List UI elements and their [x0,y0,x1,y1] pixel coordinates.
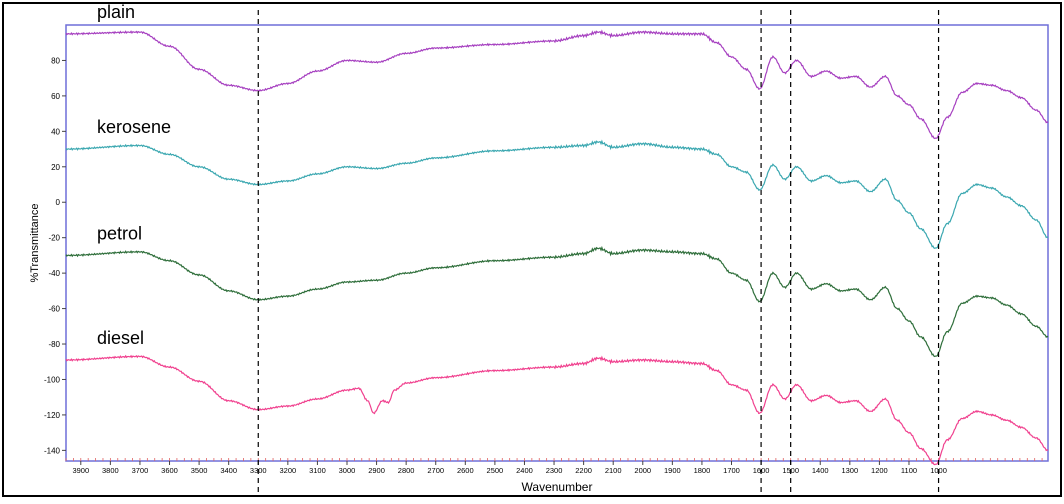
y-tick-label: -20 [48,234,60,243]
x-tick-label: 3500 [191,466,208,475]
series-label-kerosene: kerosene [97,117,171,137]
y-tick-label: -140 [44,446,61,455]
x-tick-label: 1400 [812,466,829,475]
y-tick-label: -60 [48,305,60,314]
x-tick-label: 2900 [368,466,385,475]
x-tick-label: 2800 [398,466,415,475]
y-tick-label: 20 [51,163,60,172]
y-tick-label: -120 [44,411,61,420]
x-tick-label: 2400 [516,466,533,475]
x-tick-label: 2100 [605,466,622,475]
series-label-diesel: diesel [97,328,144,348]
x-tick-label: 3800 [102,466,119,475]
x-tick-label: 1300 [841,466,858,475]
y-tick-label: 80 [51,56,60,65]
x-tick-label: 3000 [339,466,356,475]
x-tick-label: 2200 [575,466,592,475]
y-axis-ticks: 80 60 40 20 0 -20 -40 -60 -80 -100 -120 -140 [44,56,66,455]
x-tick-label: 3200 [279,466,296,475]
y-tick-label: -40 [48,269,60,278]
series-line-kerosene [65,139,1049,249]
plot-area [65,24,1049,462]
series-line-plain [65,29,1049,140]
x-tick-label: 2300 [546,466,563,475]
x-tick-label: 2500 [487,466,504,475]
x-tick-label: 1700 [723,466,740,475]
x-tick-label: 3100 [309,466,326,475]
reference-lines [257,10,940,496]
x-tick-label: 3900 [72,466,89,475]
x-tick-label: 2000 [634,466,651,475]
series-label-plain: plain [97,2,135,22]
y-tick-label: 40 [51,127,60,136]
x-tick-label: 3600 [161,466,178,475]
y-tick-label: 60 [51,92,60,101]
series-labels: plain kerosene petrol diesel [97,2,171,348]
x-tick-label: 1900 [664,466,681,475]
x-tick-label: 1100 [901,466,917,475]
x-tick-label: 2600 [457,466,474,475]
series-group [65,29,1049,466]
series-line-petrol [65,245,1049,358]
y-tick-label: 0 [56,198,61,207]
y-axis-label: %Transmittance [29,203,41,282]
x-axis-label: Wavenumber [522,480,593,494]
y-tick-label: -100 [44,375,61,384]
series-label-petrol: petrol [97,223,142,243]
x-tick-label: 2700 [427,466,444,475]
y-tick-label: -80 [48,340,60,349]
series-line-diesel [65,354,1049,466]
x-tick-label: 1800 [694,466,711,475]
x-tick-label: 1200 [871,466,888,475]
x-tick-label: 3700 [132,466,149,475]
x-axis-minor-marks [65,458,1043,461]
x-tick-label: 3400 [220,466,237,475]
